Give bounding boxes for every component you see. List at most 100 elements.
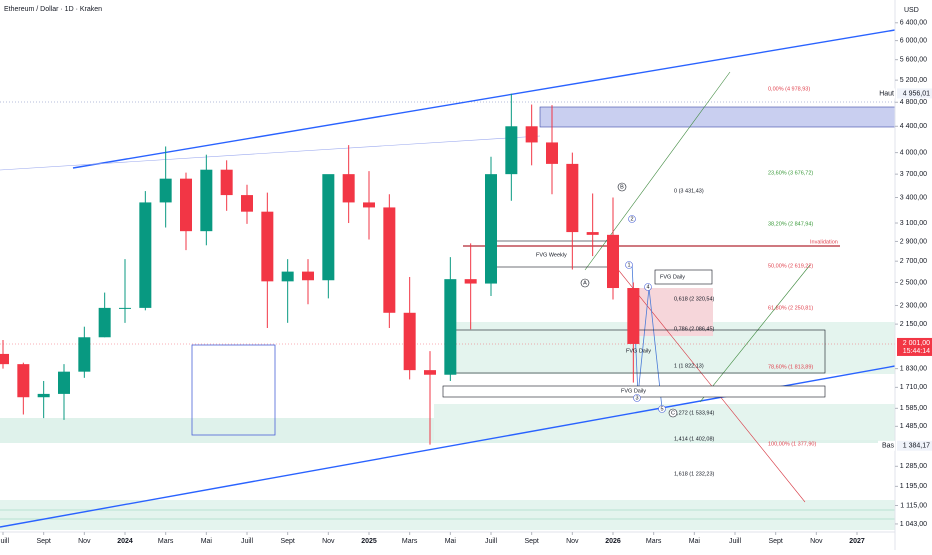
projection — [699, 264, 811, 403]
resistance-zone — [539, 106, 896, 128]
wave-badge — [633, 394, 641, 402]
candle-body — [342, 174, 355, 203]
y-tick-label: 1 195,00 — [900, 483, 927, 490]
wave-label: 2 — [630, 216, 633, 222]
trend-line — [0, 135, 541, 171]
fib-label: 61,80% (2 250,81) — [768, 305, 813, 311]
candle-body — [363, 202, 375, 208]
x-tick-label: Juill — [0, 538, 9, 545]
y-tick-label: 6 000,00 — [900, 37, 927, 44]
high-marker — [897, 88, 932, 99]
candle-body — [0, 353, 9, 365]
candle-body — [424, 370, 436, 375]
y-tick-label: 2 900,00 — [900, 238, 927, 245]
wave-label: 1 — [627, 262, 630, 268]
ext-label: 1,618 (1 232,23) — [674, 471, 715, 477]
y-tick-label: 5 600,00 — [900, 57, 927, 64]
wave-badge — [617, 182, 627, 192]
x-tick-label: Juill — [241, 538, 254, 545]
chart-title: Ethereum / Dollar · 1D · Kraken — [4, 6, 102, 13]
wave-label: 4 — [646, 284, 649, 290]
candle-body — [17, 364, 30, 398]
fvg-label: FVG Daily — [621, 388, 646, 394]
y-tick-label: 2 300,00 — [900, 302, 927, 309]
last-price-tag — [897, 337, 932, 356]
candles — [0, 93, 640, 445]
annotations: 0,00% (4 978,93) 23,60% (3 676,72) 38,20… — [536, 86, 838, 477]
candle-body — [78, 337, 91, 372]
wave-label: 3 — [635, 395, 638, 401]
candle-body — [37, 393, 50, 398]
candle-body — [200, 169, 213, 232]
x-tick-label: Sept — [524, 538, 538, 545]
candle-body — [505, 126, 518, 175]
ext-label: 0,618 (2 320,54) — [674, 296, 715, 302]
fib-label: 78,60% (1 813,89) — [768, 364, 813, 370]
x-tick-label: Juill — [485, 538, 498, 545]
fvg-label: FVG Daily — [660, 274, 685, 280]
y-tick-label: 5 200,00 — [900, 77, 927, 84]
candle-body — [302, 271, 314, 281]
ext-label: 0,786 (2 086,45) — [674, 326, 715, 332]
x-tick-label: Mai — [689, 538, 701, 545]
candle-body — [139, 202, 152, 308]
candle-body — [261, 211, 274, 282]
countdown: 15:44:14 — [903, 348, 930, 355]
marker-name: Bas — [882, 443, 895, 450]
candle-body — [241, 195, 253, 212]
candle-body — [627, 288, 640, 344]
y-tick-label: 2 500,00 — [900, 279, 927, 286]
marker-value: 1 384,17 — [903, 443, 930, 450]
ext-label: 1,414 (1 402,08) — [674, 436, 715, 442]
invalidation-label: Invalidation — [810, 239, 838, 245]
y-tick-label: 3 400,00 — [900, 194, 927, 201]
wave-label: 5 — [660, 406, 663, 412]
axis-labels: 6 400,00 6 000,00 5 600,00 5 200,00 4 800,00… — [0, 20, 932, 545]
trend-line — [72, 29, 896, 169]
candle-body — [546, 142, 558, 164]
x-tick-label: 2027 — [849, 538, 865, 545]
ext-label: 1,272 (1 533,94) — [674, 410, 715, 416]
x-tick-label: Juill — [729, 538, 742, 545]
last-price: 2 001,00 — [903, 340, 930, 347]
fvg-box — [654, 269, 713, 285]
wave-label: B — [620, 184, 624, 190]
wave-badge — [580, 278, 590, 288]
y-tick-label: 3 700,00 — [900, 171, 927, 178]
y-tick-label: 1 710,00 — [900, 384, 927, 391]
fib-label: 0,00% (4 978,93) — [768, 86, 810, 92]
x-tick-label: Nov — [566, 538, 579, 545]
axis-unit: USD — [904, 7, 919, 14]
x-tick-label: Nov — [78, 538, 91, 545]
y-tick-label: 2 150,00 — [900, 321, 927, 328]
fib-label: 23,60% (3 676,72) — [768, 170, 813, 176]
candle-body — [98, 307, 111, 338]
marker-value: 4 956,01 — [903, 90, 930, 97]
x-tick-label: Mai — [445, 538, 457, 545]
ext-label: 1 (1 822,13) — [674, 363, 704, 369]
marker-name: Haut — [879, 90, 894, 97]
x-tick-label: Sept — [768, 538, 782, 545]
x-tick-label: Nov — [810, 538, 823, 545]
y-tick-label: 1 115,00 — [900, 502, 927, 509]
x-tick-label: Nov — [322, 538, 335, 545]
x-tick-label: Sept — [280, 538, 294, 545]
wave-badge — [658, 405, 666, 413]
x-tick-label: 2025 — [361, 538, 377, 545]
candle-body — [586, 232, 599, 235]
ext-label: 0 (3 431,43) — [674, 188, 704, 194]
fib-label: 100,00% (1 377,90) — [768, 441, 816, 447]
wave-badge — [625, 261, 633, 269]
candle-body — [159, 178, 172, 203]
candle-body — [444, 279, 457, 375]
fvg-label: FVG Weekly — [536, 252, 567, 258]
wave-badge — [668, 408, 678, 418]
y-tick-label: 1 830,00 — [900, 365, 927, 372]
candle-body — [180, 178, 192, 232]
wave-badge — [628, 215, 636, 223]
wave-label: C — [671, 410, 675, 416]
low-marker — [897, 440, 932, 451]
y-tick-label: 4 400,00 — [900, 123, 927, 130]
